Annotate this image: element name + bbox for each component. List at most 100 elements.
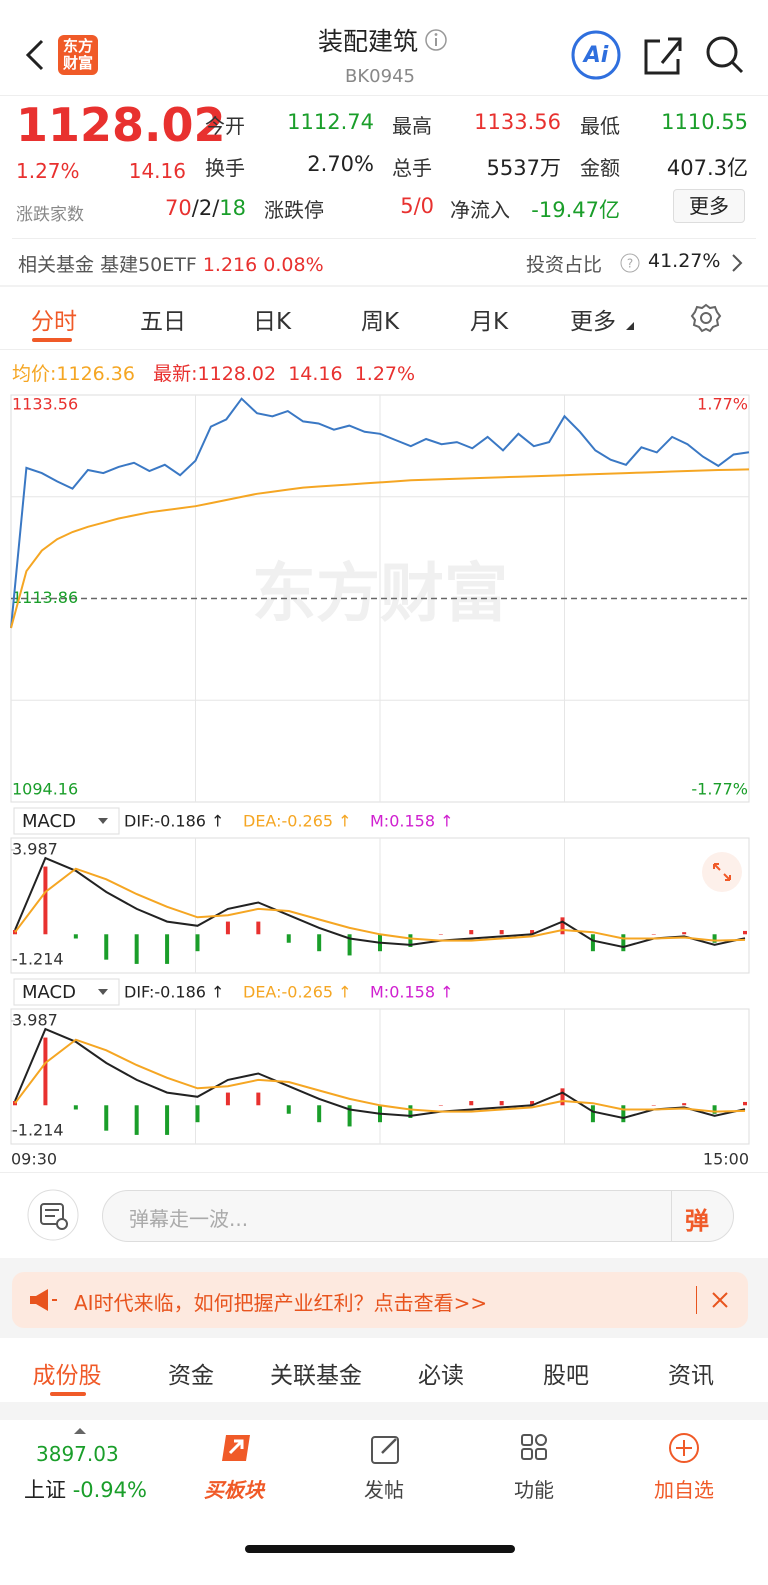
- histogram-bar: [530, 1101, 535, 1106]
- chevron[interactable]: [730, 252, 744, 274]
- histogram-bar: [712, 934, 717, 943]
- tab[interactable]: 日K: [252, 309, 292, 335]
- fund-pct: 0.08%: [263, 254, 324, 276]
- help-icon[interactable]: ?: [619, 252, 641, 274]
- invest-label: 投资占比: [526, 254, 603, 276]
- histogram-bar: [165, 934, 170, 964]
- banner[interactable]: AI时代来临，如何把握产业红利？点击查看>>: [12, 1272, 748, 1328]
- nav-icon[interactable]: [216, 1431, 256, 1467]
- nav-label[interactable]: 功能: [514, 1478, 554, 1502]
- legend-entry: DIF:-0.186 ↑: [124, 812, 224, 831]
- histogram-bar: [743, 1101, 747, 1106]
- histogram-bar: [682, 932, 687, 935]
- latest-pct: 1.27%: [354, 363, 416, 385]
- avg-label: 均价:: [12, 363, 57, 385]
- back-button[interactable]: [20, 38, 50, 72]
- tab[interactable]: 分时: [31, 309, 77, 335]
- code: BK0945: [345, 66, 415, 87]
- quote-legend: 均价:1126.36 最新:1128.02 14.16 1.27%: [12, 359, 415, 386]
- histogram-bar: [225, 921, 230, 935]
- section-tab[interactable]: 必读: [418, 1363, 464, 1389]
- histogram-bar: [286, 1105, 291, 1114]
- legend-entry: DIF:-0.186 ↑: [124, 983, 224, 1002]
- histogram-bar: [621, 934, 626, 952]
- sep: /: [212, 196, 220, 220]
- histogram-bar: [347, 1105, 352, 1127]
- logo: 东方财富: [58, 35, 98, 75]
- danmaku-input[interactable]: 弹幕走一波... 弹: [102, 1190, 734, 1242]
- nav-icon[interactable]: [366, 1431, 406, 1467]
- settings-button[interactable]: [690, 302, 722, 334]
- histogram-bar: [134, 934, 139, 964]
- expand-arrow[interactable]: [73, 1427, 87, 1435]
- nav-label[interactable]: 发帖: [364, 1478, 404, 1502]
- nav-icon[interactable]: [666, 1431, 706, 1467]
- histogram-bar: [438, 1105, 443, 1106]
- close-banner[interactable]: [710, 1290, 730, 1310]
- change-pct: 1.27%: [16, 159, 80, 183]
- histogram-bar: [712, 1105, 717, 1114]
- section-tab[interactable]: 成份股: [32, 1363, 102, 1389]
- change: 14.16: [128, 159, 186, 183]
- index-row: 上证 -0.94%: [24, 1474, 147, 1504]
- sep: /: [191, 196, 199, 220]
- histogram-bar: [438, 934, 443, 935]
- share-button[interactable]: [644, 37, 682, 75]
- more-button[interactable]: 更多: [673, 189, 745, 223]
- stat-label: 金额: [580, 156, 620, 180]
- section-tab[interactable]: 资金: [168, 1363, 214, 1389]
- fund-row: 相关基金 基建50ETF 1.216 0.08%: [18, 250, 324, 277]
- price: 1128.02: [16, 98, 226, 152]
- tab-indicator: [32, 338, 72, 342]
- danmaku-toggle[interactable]: [27, 1189, 79, 1241]
- stat-value: 2.70%: [307, 152, 374, 176]
- tab[interactable]: 月K: [469, 309, 509, 335]
- section-tab[interactable]: 股吧: [543, 1363, 589, 1389]
- stat-value: 1112.74: [287, 110, 374, 134]
- section-tab[interactable]: 关联基金: [270, 1363, 362, 1389]
- dropdown-caret: [626, 322, 634, 330]
- x-tick-label: 09:30: [11, 1150, 57, 1169]
- histogram-bar: [469, 930, 474, 935]
- histogram-bar: [317, 934, 322, 952]
- index-name: 上证: [24, 1478, 66, 1502]
- chart: 东方财富 1094.161113.861133.56-1.77%1.77%MAC…: [10, 394, 750, 1169]
- tab[interactable]: 五日: [140, 309, 186, 335]
- histogram-bar: [195, 1105, 200, 1123]
- title: 装配建筑: [317, 27, 418, 56]
- histogram-bar: [317, 1105, 322, 1123]
- breadth-label: 涨跌家数: [16, 205, 84, 225]
- indicator-line: [14, 1038, 746, 1113]
- stat-value: 5/0: [400, 194, 434, 218]
- section-indicator: [50, 1392, 86, 1396]
- stat-value: 407.3亿: [666, 156, 748, 180]
- info-icon[interactable]: [424, 28, 448, 52]
- indicator-line: [14, 1027, 746, 1120]
- stat-value: 5537万: [486, 156, 561, 180]
- histogram-bar: [651, 934, 656, 935]
- header-actions: Ai: [571, 30, 744, 80]
- index-pct: -0.94%: [72, 1478, 147, 1502]
- histogram-bar: [530, 930, 535, 935]
- send-button[interactable]: 弹: [685, 1207, 709, 1235]
- nav-icon[interactable]: [516, 1431, 556, 1467]
- stat-label: 涨跌停: [264, 198, 324, 222]
- nav-label[interactable]: 加自选: [654, 1478, 714, 1502]
- histogram-bar: [408, 1105, 413, 1118]
- histogram-bar: [590, 1105, 595, 1123]
- histogram-bar: [73, 1105, 78, 1110]
- legend-entry: DEA:-0.265 ↑: [243, 983, 352, 1002]
- nav-label[interactable]: 买板块: [204, 1478, 264, 1502]
- y-tick-label: 1133.56: [12, 395, 78, 414]
- stat-label: 最低: [580, 114, 620, 138]
- tab[interactable]: 周K: [360, 309, 400, 335]
- y-tick-label: 1113.86: [12, 588, 78, 607]
- histogram-bar: [195, 934, 200, 952]
- section-tab[interactable]: 资讯: [668, 1363, 714, 1389]
- stat-value: -19.47亿: [531, 198, 620, 222]
- flat-count: 2: [198, 196, 213, 220]
- tab[interactable]: 更多: [570, 309, 616, 335]
- ai-button[interactable]: [571, 30, 621, 80]
- search-button[interactable]: [706, 36, 744, 74]
